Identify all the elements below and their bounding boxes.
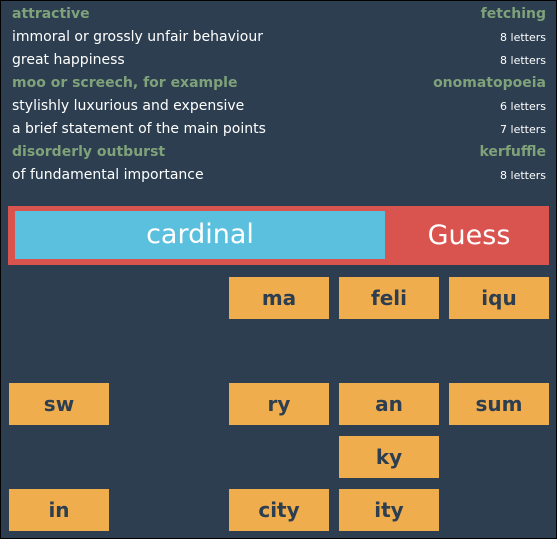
clue-length: 7 letters xyxy=(500,123,546,136)
letter-tile[interactable]: sw xyxy=(9,383,109,425)
clue-length: 8 letters xyxy=(500,169,546,182)
clue-text: stylishly luxurious and expensive xyxy=(12,98,245,114)
clue-row-solved: disorderly outburst kerfuffle xyxy=(12,141,546,164)
letter-tile[interactable]: feli xyxy=(339,277,439,319)
letter-tile[interactable]: an xyxy=(339,383,439,425)
guess-bar: Guess xyxy=(8,206,549,265)
clue-answer: fetching xyxy=(480,6,546,22)
clue-length: 8 letters xyxy=(500,31,546,44)
guess-input[interactable] xyxy=(15,211,385,259)
letter-tile[interactable]: ry xyxy=(229,383,329,425)
letter-tile[interactable]: iqu xyxy=(449,277,549,319)
clue-text: a brief statement of the main points xyxy=(12,121,266,137)
letter-tile[interactable]: in xyxy=(9,489,109,531)
clue-row-solved: attractive fetching xyxy=(12,3,546,26)
letter-tile[interactable]: sum xyxy=(449,383,549,425)
clue-text: moo or screech, for example xyxy=(12,75,238,91)
letter-tile[interactable]: ity xyxy=(339,489,439,531)
clue-length: 8 letters xyxy=(500,54,546,67)
clue-list: attractive fetching immoral or grossly u… xyxy=(12,3,546,187)
clue-text: immoral or grossly unfair behaviour xyxy=(12,29,263,45)
clue-answer: kerfuffle xyxy=(479,144,546,160)
clue-row-solved: moo or screech, for example onomatopoeia xyxy=(12,72,546,95)
clue-row: a brief statement of the main points 7 l… xyxy=(12,118,546,141)
clue-answer: onomatopoeia xyxy=(433,75,546,91)
letter-tile[interactable]: city xyxy=(229,489,329,531)
guess-button[interactable]: Guess xyxy=(389,206,549,265)
clue-text: great happiness xyxy=(12,52,125,68)
letter-tile[interactable]: ma xyxy=(229,277,329,319)
clue-row: great happiness 8 letters xyxy=(12,49,546,72)
clue-row: stylishly luxurious and expensive 6 lett… xyxy=(12,95,546,118)
clue-length: 6 letters xyxy=(500,100,546,113)
clue-text: of fundamental importance xyxy=(12,167,204,183)
letter-tile[interactable]: ky xyxy=(339,436,439,478)
clue-text: attractive xyxy=(12,6,90,22)
clue-row: of fundamental importance 8 letters xyxy=(12,164,546,187)
clue-text: disorderly outburst xyxy=(12,144,166,160)
clue-row: immoral or grossly unfair behaviour 8 le… xyxy=(12,26,546,49)
